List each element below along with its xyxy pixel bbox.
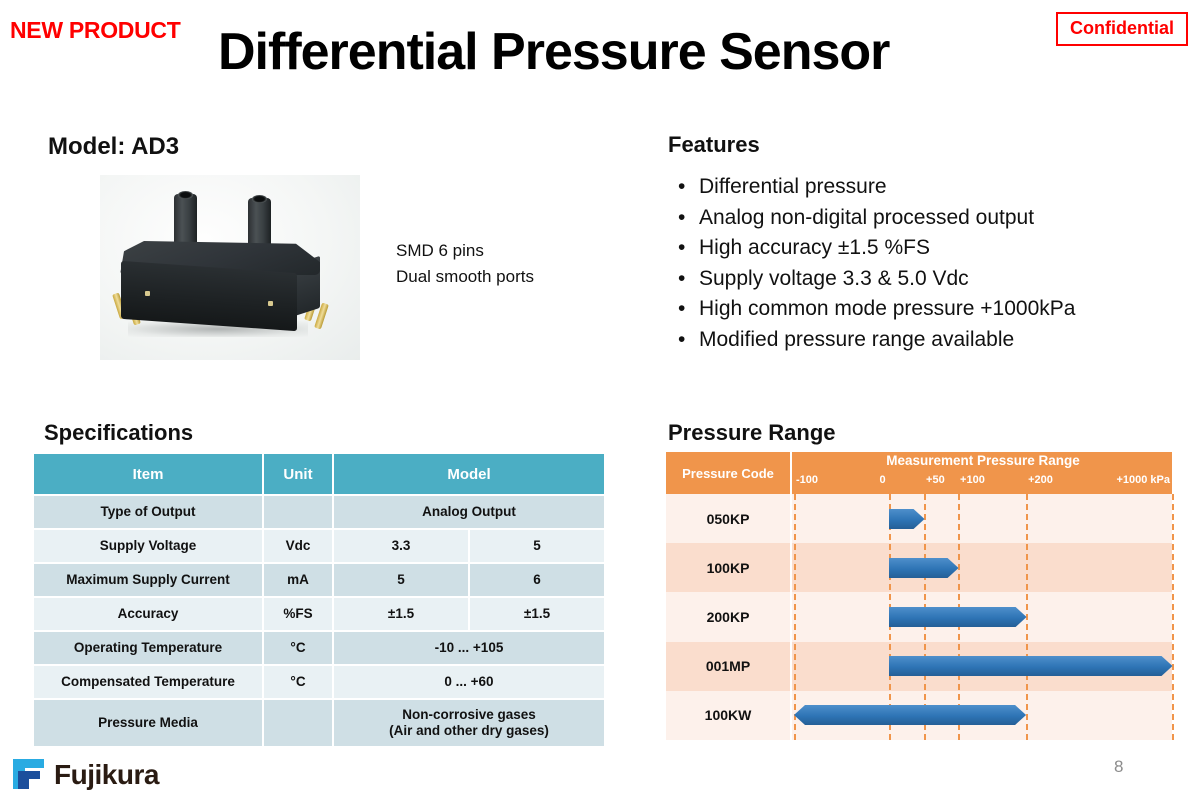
pressure-range-header: Pressure Code Measurement Pressure Range… xyxy=(666,452,1172,494)
axis-tick-labels: -100 0 +50 +100 +200 +1000 kPa xyxy=(794,474,1172,492)
feature-item: • Modified pressure range available xyxy=(672,325,1075,356)
cell-item: Accuracy xyxy=(34,598,262,630)
axis-tick-label: +50 xyxy=(926,474,945,486)
cell-item: Operating Temperature xyxy=(34,632,262,664)
axis-tick-label: +200 xyxy=(1028,474,1053,486)
table-row: Supply Voltage Vdc 3.3 5 xyxy=(34,530,604,562)
feature-item-label: Supply voltage 3.3 & 5.0 Vdc xyxy=(699,266,969,290)
chart-bar xyxy=(888,656,1172,677)
cell-model-2: 5 xyxy=(470,530,604,562)
table-row: Type of Output Analog Output xyxy=(34,496,604,528)
gridline xyxy=(1172,494,1174,740)
cell-model: -10 ... +105 xyxy=(334,632,604,664)
cell-unit xyxy=(264,700,332,746)
feature-item-label: High accuracy ±1.5 %FS xyxy=(699,236,930,259)
axis-tick-label: +100 xyxy=(960,474,985,486)
solder-pad-icon xyxy=(268,301,273,306)
chart-row-label: 100KP xyxy=(666,543,792,593)
cell-item: Supply Voltage xyxy=(34,530,262,562)
feature-item-label: Modified pressure range available xyxy=(699,327,1015,351)
chart-bar xyxy=(888,557,959,578)
axis-tick-label: -100 xyxy=(796,474,819,486)
chart-bar xyxy=(888,607,1027,627)
cell-model: 0 ... +60 xyxy=(334,666,604,698)
cell-model-1: ±1.5 xyxy=(334,598,468,630)
cell-model-1: 5 xyxy=(334,564,468,596)
feature-item-label: High common mode pressure +1000kPa xyxy=(699,297,1076,320)
pressure-port-left-icon xyxy=(174,191,197,256)
photo-caption-line2: Dual smooth ports xyxy=(396,267,534,286)
specifications-title: Specifications xyxy=(44,420,194,445)
chart-row-label: 050KP xyxy=(666,494,792,544)
page-title: Differential Pressure Sensor xyxy=(218,23,890,81)
sensor-illustration xyxy=(100,175,360,360)
cell-model-2: ±1.5 xyxy=(470,598,604,630)
feature-item: • Supply voltage 3.3 & 5.0 Vdc xyxy=(672,264,1075,295)
table-row: Compensated Temperature °C 0 ... +60 xyxy=(34,666,604,698)
cell-model-1: 3.3 xyxy=(334,530,468,562)
cell-unit: Vdc xyxy=(264,530,332,562)
chart-bar xyxy=(888,508,925,529)
table-header-row: Item Unit Model xyxy=(34,454,604,494)
sensor-body-front xyxy=(121,260,297,332)
cell-unit: mA xyxy=(264,564,332,596)
feature-item-label: Differential pressure xyxy=(699,175,887,198)
cell-item: Maximum Supply Current xyxy=(34,564,262,596)
feature-item: • Differential pressure xyxy=(672,172,1075,203)
feature-item: • Analog non-digital processed output xyxy=(672,203,1075,234)
features-list: • Differential pressure • Analog non-digita… xyxy=(672,172,1075,355)
model-label: Model: AD3 xyxy=(48,133,180,160)
cell-unit: °C xyxy=(264,632,332,664)
column-header-item: Item xyxy=(34,454,262,494)
column-header-pressure-code: Pressure Code xyxy=(666,452,792,494)
column-header-model: Model xyxy=(334,454,604,494)
table-row: Accuracy %FS ±1.5 ±1.5 xyxy=(34,598,604,630)
chart-row-label: 200KP xyxy=(666,592,792,642)
bullet-icon: • xyxy=(678,266,686,290)
axis-tick-label: +1000 kPa xyxy=(1116,474,1170,486)
features-title: Features xyxy=(668,132,760,157)
solder-pad-icon xyxy=(145,291,150,296)
cell-model-2: 6 xyxy=(470,564,604,596)
specifications-table: Item Unit Model Type of Output Analog Out… xyxy=(32,452,606,748)
feature-item-label: Analog non-digital processed output xyxy=(699,205,1035,229)
cell-item: Pressure Media xyxy=(34,700,262,746)
axis-tick-label: 0 xyxy=(879,474,886,486)
table-row: Operating Temperature °C -10 ... +105 xyxy=(34,632,604,664)
cell-model: Non-corrosive gases (Air and other dry ga… xyxy=(334,700,604,746)
bullet-icon: • xyxy=(678,327,686,351)
cell-unit xyxy=(264,496,332,528)
chart-row-label: 001MP xyxy=(666,641,792,691)
chart-bar xyxy=(794,705,1027,726)
feature-item: • High common mode pressure +1000kPa xyxy=(672,294,1075,325)
new-product-badge: NEW PRODUCT xyxy=(10,17,181,43)
cell-item: Compensated Temperature xyxy=(34,666,262,698)
bullet-icon: • xyxy=(678,297,686,320)
cell-model: Analog Output xyxy=(334,496,604,528)
bullet-icon: • xyxy=(678,175,686,198)
cell-item: Type of Output xyxy=(34,496,262,528)
chart-row-label: 100KW xyxy=(666,690,792,740)
feature-item: • High accuracy ±1.5 %FS xyxy=(672,233,1075,264)
cell-unit: °C xyxy=(264,666,332,698)
fujikura-logo: Fujikura xyxy=(10,755,200,797)
cell-unit: %FS xyxy=(264,598,332,630)
pressure-range-chart: Pressure Code Measurement Pressure Range… xyxy=(666,452,1174,740)
photo-caption-line1: SMD 6 pins xyxy=(396,241,484,260)
column-header-unit: Unit xyxy=(264,454,332,494)
chart-title: Measurement Pressure Range xyxy=(886,453,1080,468)
fujikura-mark-icon xyxy=(13,759,44,789)
table-row: Pressure Media Non-corrosive gases (Air an… xyxy=(34,700,604,746)
bullet-icon: • xyxy=(678,236,686,259)
fujikura-logo-text: Fujikura xyxy=(54,759,159,790)
table-row: Maximum Supply Current mA 5 6 xyxy=(34,564,604,596)
photo-caption: SMD 6 pins Dual smooth ports xyxy=(396,238,534,290)
page-number: 8 xyxy=(1114,757,1124,776)
bullet-icon: • xyxy=(678,205,686,229)
pressure-range-title: Pressure Range xyxy=(668,420,836,445)
sensor-photo xyxy=(100,175,360,360)
confidential-badge: Confidential xyxy=(1056,12,1188,46)
pressure-range-rows: 050KP 100KP 200KP 001MP 100KW xyxy=(666,494,1174,740)
